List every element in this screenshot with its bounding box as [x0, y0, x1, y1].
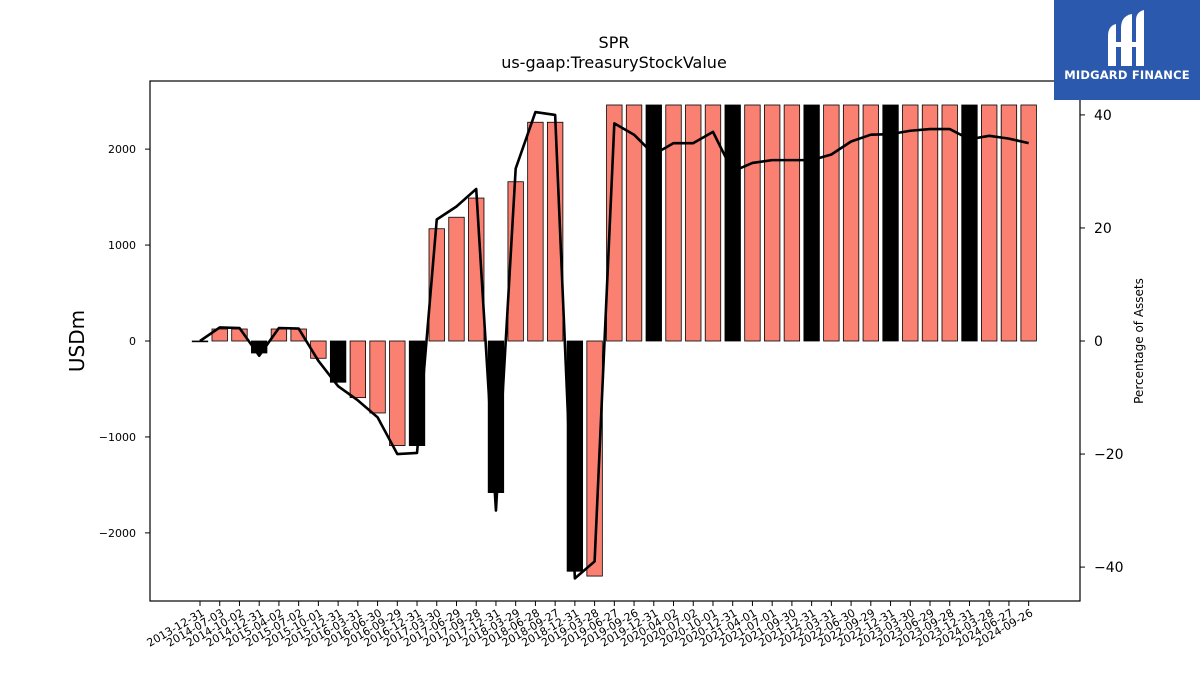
bar-2022-03-31	[823, 104, 840, 342]
bar-2020-10-01	[704, 104, 722, 342]
y2-tick-label: −20	[1094, 447, 1124, 463]
y-axis-label: USDm	[65, 310, 89, 372]
bar-2020-07-02	[685, 104, 702, 342]
bar-2022-06-30	[842, 104, 860, 342]
bar-2018-06-28	[527, 121, 544, 342]
bar-2016-03-31	[349, 340, 366, 399]
bar-2022-12-31	[882, 104, 899, 342]
bar-2016-09-29	[389, 340, 406, 446]
y2-axis-label: Percentage of Assets	[1132, 278, 1146, 404]
y2-ticks: −40 −20 0 20 40	[1080, 108, 1124, 576]
bar-2024-09-26	[1020, 104, 1037, 342]
bar-2014-07-03	[211, 328, 228, 342]
bar-2020-04-02	[665, 104, 682, 342]
bar-2019-09-26	[625, 104, 643, 342]
pct-assets-line	[199, 110, 1029, 580]
bar-2022-09-29	[862, 104, 879, 342]
y2-tick-label: 40	[1094, 108, 1112, 124]
bar-2019-12-31	[645, 104, 662, 342]
bar-2021-09-30	[783, 104, 801, 342]
bar-2015-12-31	[329, 340, 347, 383]
chart-subtitle: us-gaap:TreasuryStockValue	[501, 53, 727, 72]
y-tick-label: −1000	[99, 431, 136, 444]
bar-2013-12-31	[191, 340, 209, 343]
midgard-logo-icon	[1108, 10, 1144, 66]
y2-tick-label: 0	[1094, 334, 1103, 350]
chart-title: SPR	[599, 33, 630, 52]
x-ticks: 2013-12-312014-07-032014-10-022014-12-31…	[145, 601, 1035, 650]
bar-2024-06-27	[1000, 104, 1018, 342]
y-tick-label: 1000	[108, 239, 136, 252]
plot-frame	[149, 80, 1081, 602]
y-tick-label: −2000	[99, 527, 136, 540]
y2-tick-label: −40	[1094, 560, 1124, 576]
bar-2023-03-30	[902, 104, 919, 342]
y-tick-label: 0	[129, 335, 136, 348]
brand-logo: MIDGARD FINANCE	[1054, 0, 1200, 100]
bar-2017-06-29	[448, 216, 465, 342]
pct-assets-line-group	[199, 110, 1029, 580]
bar-2023-09-28	[941, 104, 958, 342]
bar-2023-06-29	[921, 104, 939, 342]
bar-2019-03-28	[586, 340, 603, 577]
bar-2024-03-28	[981, 104, 998, 342]
bar-2019-06-27	[606, 104, 623, 342]
bar-2023-12-31	[961, 104, 978, 342]
y-tick-label: 2000	[108, 143, 136, 156]
y2-tick-label: 20	[1094, 221, 1112, 237]
bars	[191, 104, 1037, 577]
bar-2016-06-30	[369, 340, 386, 414]
bar-2021-04-01	[744, 104, 761, 342]
bar-2021-12-31	[803, 104, 820, 342]
bar-2021-07-01	[764, 104, 781, 342]
bar-2020-12-31	[724, 104, 741, 342]
y-ticks: −2000 −1000 0 1000 2000	[99, 143, 150, 540]
brand-name: MIDGARD FINANCE	[1064, 68, 1190, 82]
